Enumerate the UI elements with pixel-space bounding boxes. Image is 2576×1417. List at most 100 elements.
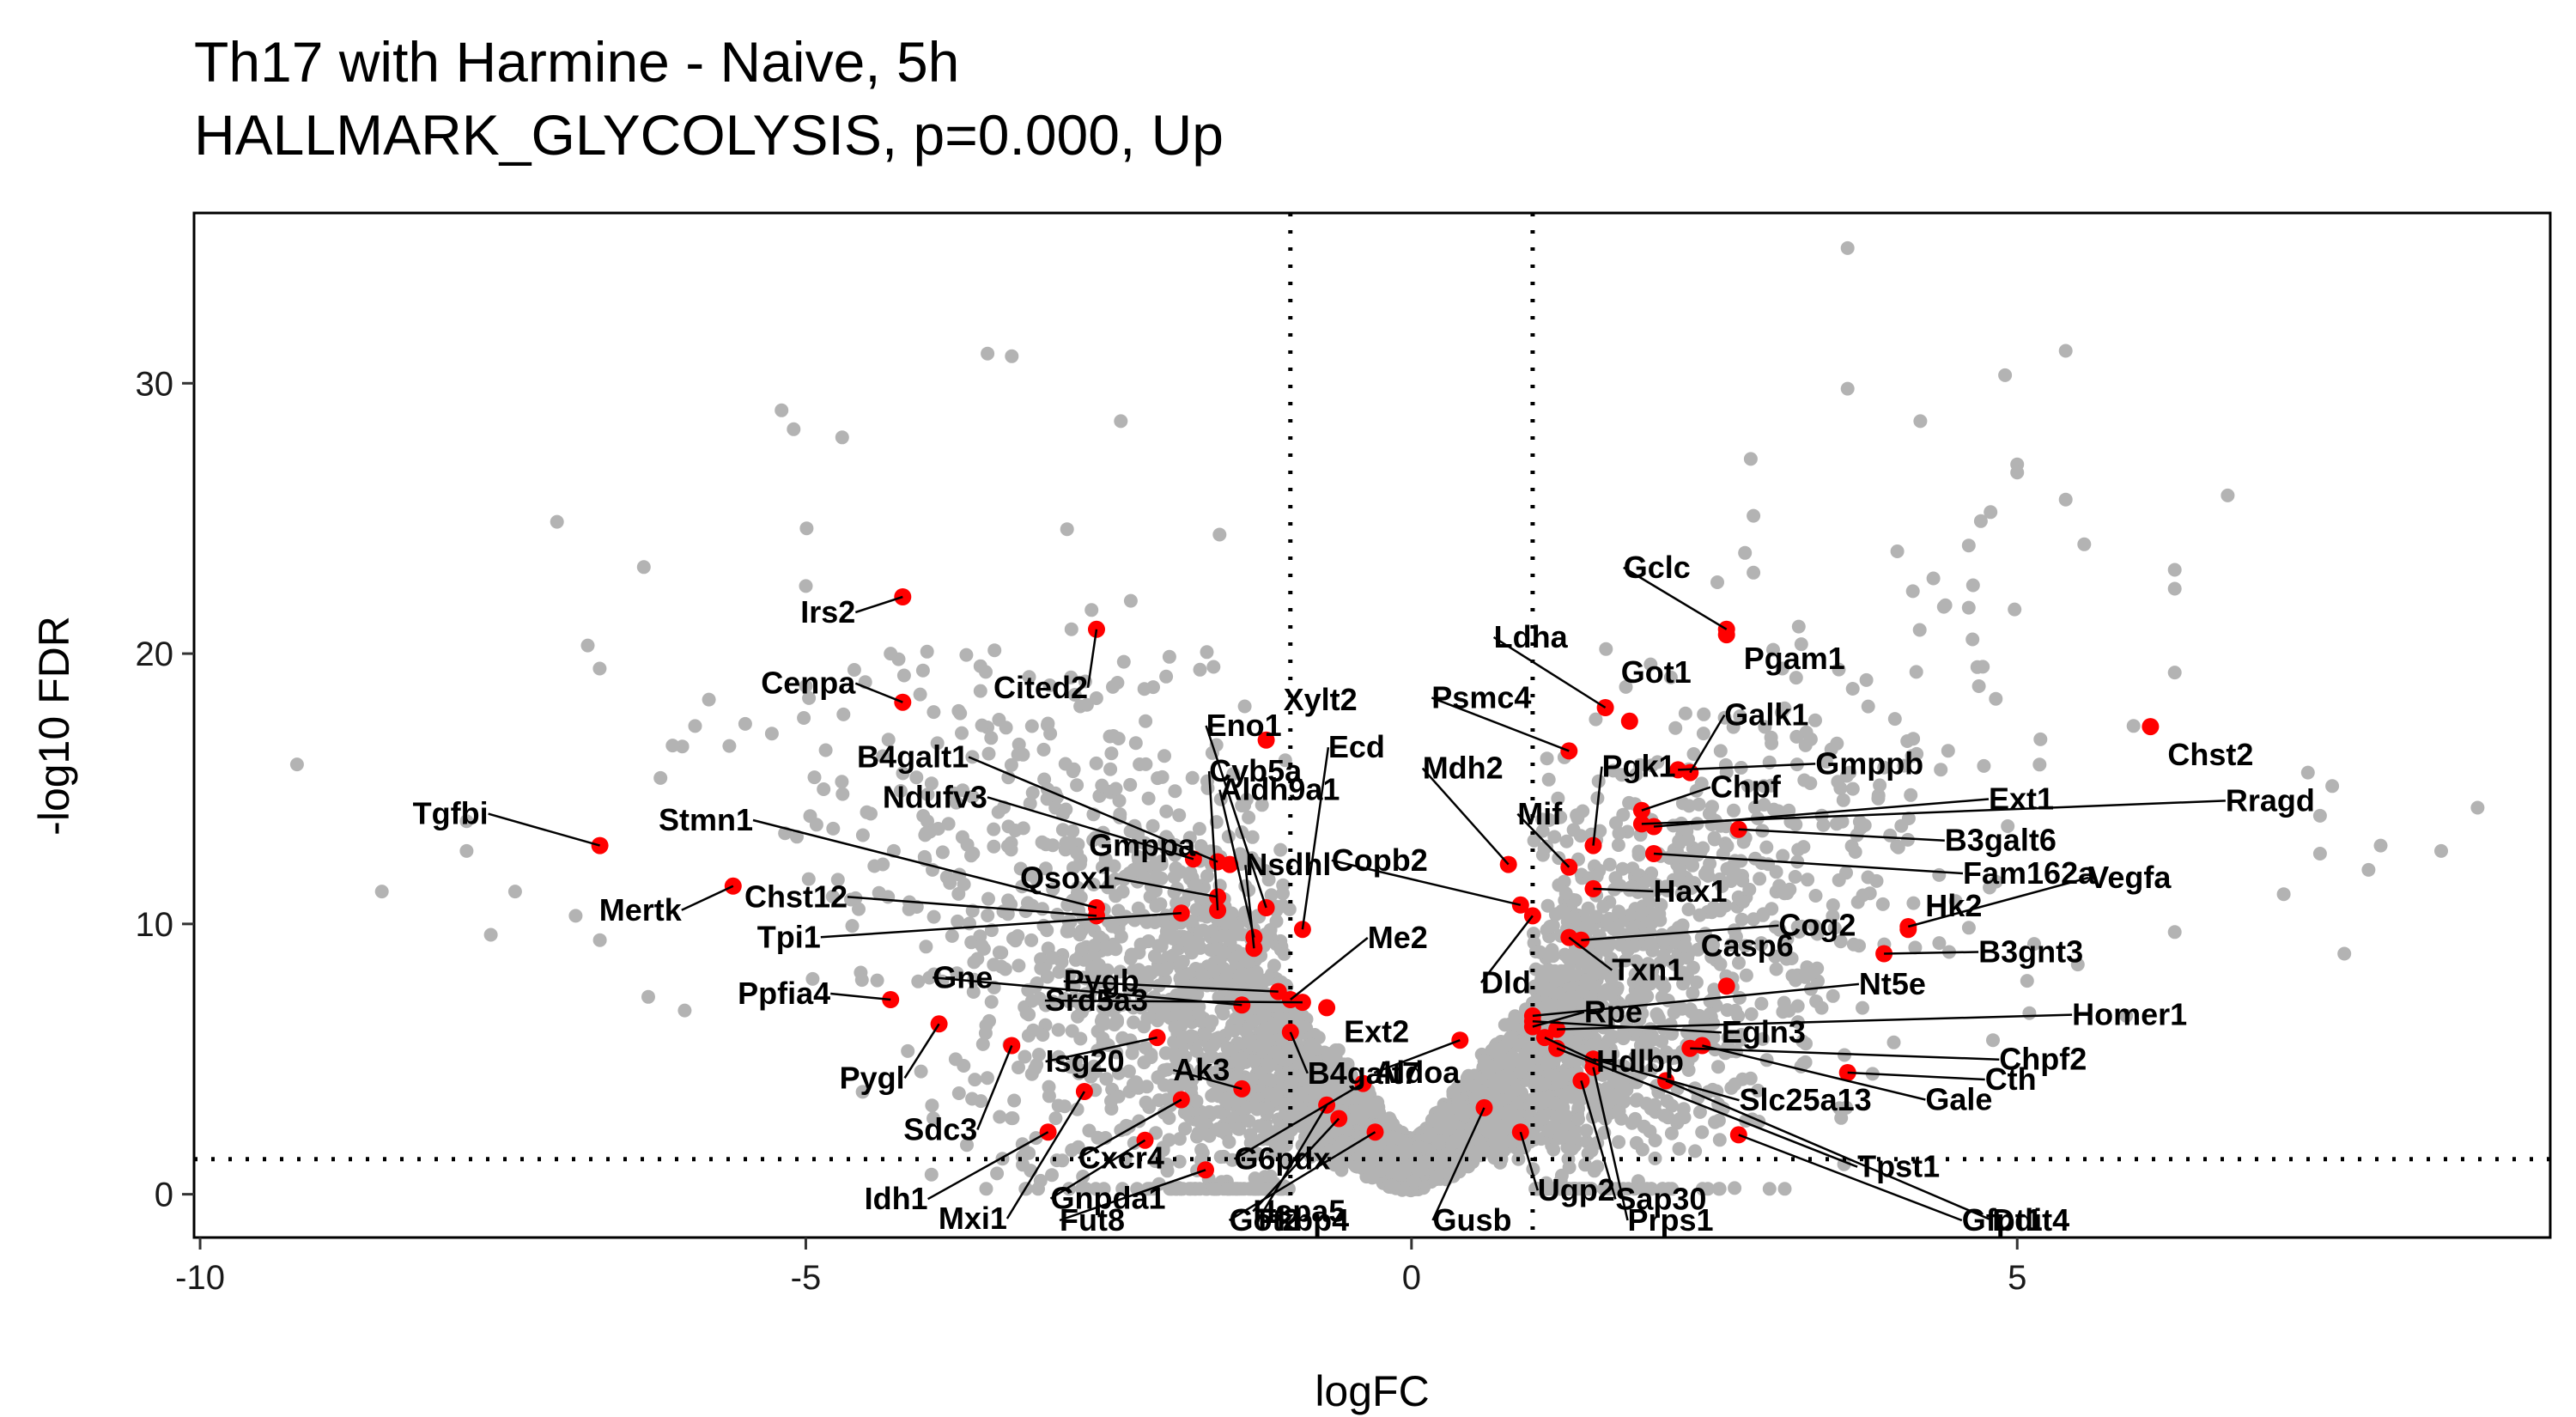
background-point bbox=[1258, 864, 1273, 879]
background-point bbox=[1655, 977, 1669, 991]
background-point bbox=[1043, 727, 1058, 741]
gene-label: Casp6 bbox=[1701, 927, 1794, 963]
background-point bbox=[1637, 875, 1651, 890]
background-point bbox=[1008, 824, 1023, 837]
gene-label: Idh1 bbox=[865, 1181, 928, 1216]
background-point bbox=[1912, 623, 1927, 637]
background-point bbox=[1607, 1091, 1621, 1104]
background-point bbox=[1269, 914, 1284, 928]
background-point bbox=[981, 909, 995, 922]
background-point bbox=[592, 933, 607, 947]
background-point bbox=[1194, 1063, 1208, 1078]
gene-label: Got2 bbox=[1230, 1202, 1300, 1238]
background-point bbox=[1099, 1072, 1114, 1086]
background-point bbox=[1706, 938, 1720, 952]
gene-label: Slc25a13 bbox=[1740, 1082, 1872, 1117]
leader-line bbox=[1516, 812, 1571, 868]
background-point bbox=[1789, 729, 1804, 744]
background-point bbox=[2312, 808, 2327, 823]
background-point bbox=[1225, 1152, 1240, 1167]
gene-label: Homer1 bbox=[2072, 997, 2187, 1032]
background-point bbox=[981, 746, 996, 761]
background-point bbox=[1673, 863, 1687, 878]
background-point bbox=[1553, 1071, 1568, 1086]
background-point bbox=[1738, 545, 1753, 560]
background-point bbox=[1115, 912, 1130, 927]
background-point bbox=[1012, 1061, 1025, 1074]
background-point bbox=[967, 972, 981, 987]
background-point bbox=[1141, 791, 1156, 806]
background-point bbox=[797, 711, 811, 725]
gene-label: Cenpa bbox=[761, 666, 856, 701]
background-point bbox=[847, 663, 861, 677]
gene-label: Mif bbox=[1517, 796, 1563, 831]
background-point bbox=[1495, 1119, 1510, 1134]
background-point bbox=[1127, 1015, 1141, 1030]
background-point bbox=[1091, 958, 1106, 972]
background-point bbox=[1035, 835, 1049, 849]
leader-line bbox=[1431, 696, 1570, 752]
background-point bbox=[1137, 1055, 1151, 1070]
leader-line bbox=[1641, 800, 2226, 825]
background-point bbox=[1814, 1000, 1829, 1015]
background-point bbox=[1054, 955, 1069, 970]
background-point bbox=[1446, 1085, 1461, 1099]
background-point bbox=[1877, 760, 1892, 775]
background-point bbox=[1189, 1094, 1204, 1109]
background-point bbox=[1718, 898, 1733, 913]
background-point bbox=[1747, 800, 1762, 815]
background-point bbox=[1139, 714, 1153, 728]
background-point bbox=[1796, 840, 1811, 854]
x-tick-label: -10 bbox=[175, 1259, 225, 1297]
background-point bbox=[1762, 755, 1777, 769]
background-point bbox=[483, 927, 498, 942]
background-point bbox=[1650, 755, 1665, 769]
background-point bbox=[973, 684, 987, 698]
background-point bbox=[1886, 1035, 1901, 1049]
background-point bbox=[2470, 800, 2485, 815]
background-point bbox=[1036, 918, 1051, 933]
background-point bbox=[1222, 984, 1236, 999]
leader-line bbox=[1301, 747, 1330, 930]
leader-line bbox=[1059, 1169, 1206, 1222]
background-point bbox=[1242, 966, 1257, 981]
gene-label: Mdh2 bbox=[1423, 751, 1504, 786]
background-point bbox=[1178, 1122, 1193, 1136]
background-point bbox=[953, 706, 968, 721]
gene-label: Tgfbi bbox=[413, 796, 489, 831]
background-point bbox=[1202, 1040, 1217, 1055]
background-point bbox=[1001, 770, 1016, 785]
background-point bbox=[1207, 964, 1222, 978]
background-point bbox=[1072, 857, 1087, 872]
background-point bbox=[974, 1094, 988, 1109]
background-point bbox=[1095, 778, 1109, 793]
background-point bbox=[975, 939, 989, 953]
gene-label: Mxi1 bbox=[939, 1201, 1007, 1236]
background-point bbox=[1688, 1144, 1703, 1159]
background-point bbox=[1109, 1045, 1124, 1060]
background-point bbox=[1289, 1069, 1303, 1084]
background-point bbox=[1909, 665, 1923, 679]
background-point bbox=[2221, 488, 2235, 502]
background-point bbox=[826, 821, 841, 836]
leader-line bbox=[1233, 1082, 1364, 1160]
background-point bbox=[1762, 1182, 1777, 1196]
leader-line bbox=[1045, 1036, 1157, 1063]
background-point bbox=[1660, 883, 1674, 897]
background-point bbox=[981, 891, 995, 906]
leader-line bbox=[1580, 1080, 1617, 1200]
background-point bbox=[1738, 939, 1753, 953]
background-point bbox=[973, 659, 987, 673]
background-point bbox=[1691, 848, 1705, 862]
background-point bbox=[1536, 1077, 1551, 1092]
background-point bbox=[1243, 1128, 1258, 1142]
background-point bbox=[1109, 889, 1123, 903]
background-point bbox=[955, 830, 969, 844]
background-point bbox=[803, 809, 817, 824]
background-point bbox=[1759, 840, 1774, 854]
background-point bbox=[941, 817, 956, 831]
background-point bbox=[1113, 807, 1127, 822]
background-point bbox=[835, 787, 850, 801]
gene-label: Egln3 bbox=[1722, 1014, 1806, 1049]
leader-line bbox=[820, 912, 1182, 939]
